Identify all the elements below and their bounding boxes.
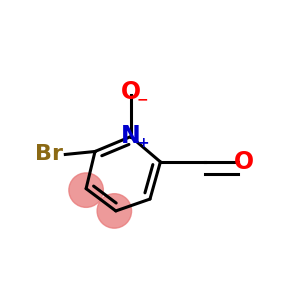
Text: O: O [121,80,141,104]
Text: +: + [137,136,149,150]
Circle shape [69,173,103,207]
Circle shape [97,194,132,228]
Text: −: − [137,92,148,106]
Text: Br: Br [35,144,63,164]
Text: N: N [121,124,141,148]
Text: O: O [234,150,254,174]
